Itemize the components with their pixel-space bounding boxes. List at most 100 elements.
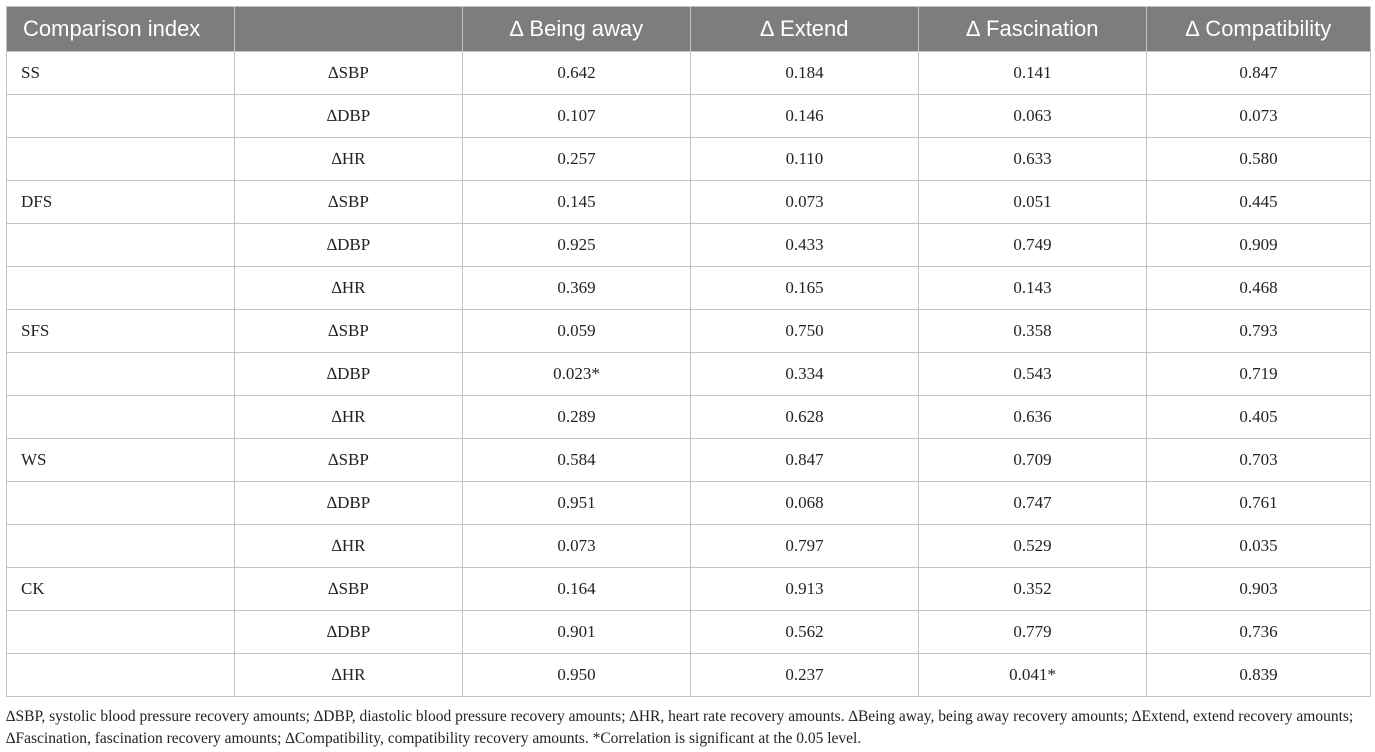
index-cell: ∆HR [234,653,463,697]
value-cell: 0.950 [462,653,691,697]
value-cell: 0.405 [1146,395,1371,439]
value-cell: 0.925 [462,223,691,267]
table-row: ∆HR 0.073 0.797 0.529 0.035 [6,524,1371,568]
group-cell [6,223,235,267]
value-cell: 0.041* [918,653,1147,697]
header-compatibility: ∆ Compatibility [1146,6,1371,52]
table-footnote: ∆SBP, systolic blood pressure recovery a… [6,708,1354,747]
index-cell: ∆SBP [234,309,463,353]
group-cell [6,610,235,654]
group-cell [6,94,235,138]
value-cell: 0.141 [918,51,1147,95]
table-row: ∆HR 0.369 0.165 0.143 0.468 [6,266,1371,310]
group-cell [6,352,235,396]
table-row: DFS ∆SBP 0.145 0.073 0.051 0.445 [6,180,1371,224]
value-cell: 0.847 [690,438,919,482]
value-cell: 0.468 [1146,266,1371,310]
value-cell: 0.073 [462,524,691,568]
group-cell: WS [6,438,235,482]
value-cell: 0.709 [918,438,1147,482]
value-cell: 0.747 [918,481,1147,525]
value-cell: 0.063 [918,94,1147,138]
value-cell: 0.433 [690,223,919,267]
index-cell: ∆DBP [234,610,463,654]
table-row: SS ∆SBP 0.642 0.184 0.141 0.847 [6,51,1371,95]
value-cell: 0.529 [918,524,1147,568]
table-row: CK ∆SBP 0.164 0.913 0.352 0.903 [6,567,1371,611]
table-row: WS ∆SBP 0.584 0.847 0.709 0.703 [6,438,1371,482]
group-cell [6,137,235,181]
table-row: ∆HR 0.950 0.237 0.041* 0.839 [6,653,1371,697]
value-cell: 0.237 [690,653,919,697]
table-row: ∆DBP 0.925 0.433 0.749 0.909 [6,223,1371,267]
value-cell: 0.107 [462,94,691,138]
value-cell: 0.358 [918,309,1147,353]
value-cell: 0.352 [918,567,1147,611]
table-row: ∆HR 0.289 0.628 0.636 0.405 [6,395,1371,439]
index-cell: ∆HR [234,137,463,181]
value-cell: 0.023* [462,352,691,396]
index-cell: ∆DBP [234,352,463,396]
index-cell: ∆SBP [234,180,463,224]
value-cell: 0.703 [1146,438,1371,482]
value-cell: 0.543 [918,352,1147,396]
header-extend: ∆ Extend [690,6,919,52]
value-cell: 0.143 [918,266,1147,310]
value-cell: 0.035 [1146,524,1371,568]
results-table: Comparison index ∆ Being away ∆ Extend ∆… [6,6,1371,697]
value-cell: 0.110 [690,137,919,181]
value-cell: 0.562 [690,610,919,654]
value-cell: 0.839 [1146,653,1371,697]
value-cell: 0.750 [690,309,919,353]
group-cell: DFS [6,180,235,224]
value-cell: 0.334 [690,352,919,396]
index-cell: ∆DBP [234,94,463,138]
header-index-name [234,6,463,52]
value-cell: 0.901 [462,610,691,654]
table-row: ∆DBP 0.951 0.068 0.747 0.761 [6,481,1371,525]
group-cell [6,395,235,439]
group-cell: SS [6,51,235,95]
table-row: ∆DBP 0.107 0.146 0.063 0.073 [6,94,1371,138]
index-cell: ∆SBP [234,51,463,95]
value-cell: 0.719 [1146,352,1371,396]
value-cell: 0.184 [690,51,919,95]
table-header-row: Comparison index ∆ Being away ∆ Extend ∆… [6,6,1371,52]
value-cell: 0.749 [918,223,1147,267]
value-cell: 0.636 [918,395,1147,439]
index-cell: ∆DBP [234,223,463,267]
index-cell: ∆HR [234,266,463,310]
group-cell [6,653,235,697]
index-cell: ∆HR [234,524,463,568]
value-cell: 0.145 [462,180,691,224]
value-cell: 0.633 [918,137,1147,181]
value-cell: 0.164 [462,567,691,611]
value-cell: 0.257 [462,137,691,181]
header-being-away: ∆ Being away [462,6,691,52]
index-cell: ∆SBP [234,567,463,611]
value-cell: 0.903 [1146,567,1371,611]
table-row: SFS ∆SBP 0.059 0.750 0.358 0.793 [6,309,1371,353]
table-row: ∆DBP 0.023* 0.334 0.543 0.719 [6,352,1371,396]
value-cell: 0.051 [918,180,1147,224]
header-comparison-index: Comparison index [6,6,235,52]
index-cell: ∆DBP [234,481,463,525]
index-cell: ∆HR [234,395,463,439]
value-cell: 0.289 [462,395,691,439]
value-cell: 0.445 [1146,180,1371,224]
value-cell: 0.073 [1146,94,1371,138]
value-cell: 0.628 [690,395,919,439]
table-row: ∆HR 0.257 0.110 0.633 0.580 [6,137,1371,181]
value-cell: 0.797 [690,524,919,568]
value-cell: 0.913 [690,567,919,611]
value-cell: 0.369 [462,266,691,310]
group-cell: SFS [6,309,235,353]
value-cell: 0.642 [462,51,691,95]
value-cell: 0.580 [1146,137,1371,181]
value-cell: 0.761 [1146,481,1371,525]
value-cell: 0.951 [462,481,691,525]
value-cell: 0.146 [690,94,919,138]
value-cell: 0.779 [918,610,1147,654]
value-cell: 0.584 [462,438,691,482]
table-row: ∆DBP 0.901 0.562 0.779 0.736 [6,610,1371,654]
